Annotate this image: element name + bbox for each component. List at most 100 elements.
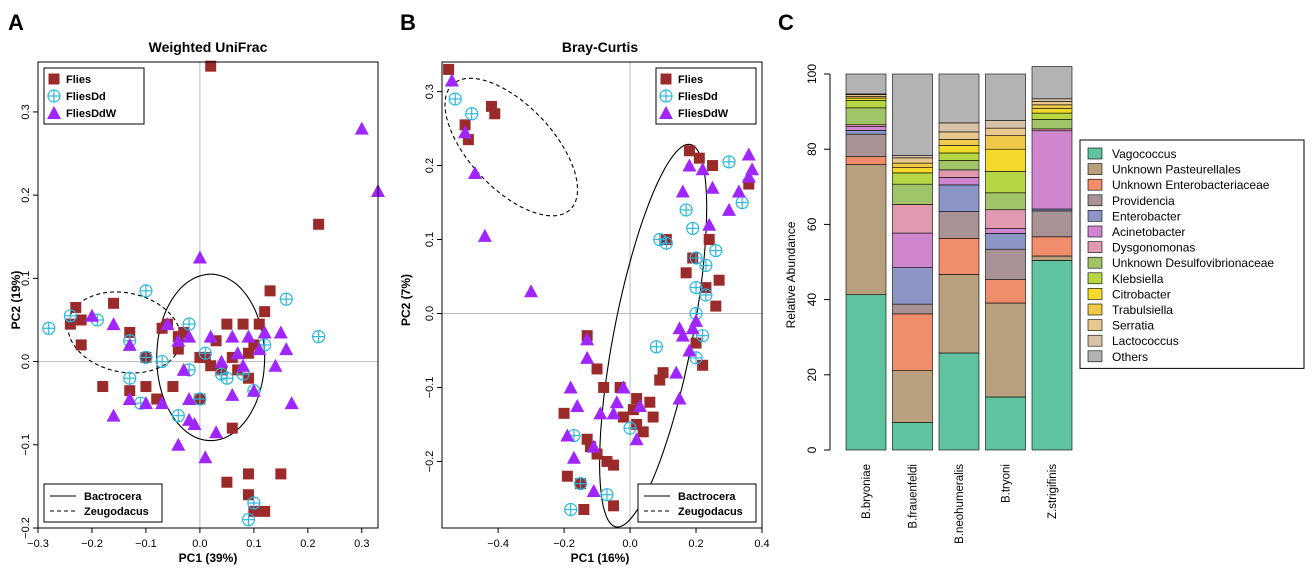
panel-b-plot-area: −0.4 −0.2 0.0 0.2 0.4 −0.2 −0.1 0.0 0.1 0.2 0.3 Fli… [424, 61, 770, 550]
panel-b-point-flies [657, 367, 669, 379]
panel-c-bar-segment-others [938, 73, 980, 124]
panel-c-bar-segment-acinetobacter [1031, 130, 1073, 210]
panel-c-bar-segment-vagococcus [845, 294, 887, 451]
panel-a-point-fliesdd [247, 496, 261, 510]
panel-b-point-fliesddw [606, 406, 621, 420]
panel-a-legend-marker-fliesddw [47, 106, 61, 119]
panel-a-point-flies [124, 326, 136, 338]
panel-c-category-label: Z.strigifinis [1047, 464, 1059, 519]
panel-c-bar-segment-dysgonomonas [985, 209, 1026, 229]
panel-b-point-flies [680, 267, 692, 279]
panel-b-point-flies [561, 470, 573, 482]
panel-a-xtick-label: 0.3 [354, 538, 369, 550]
panel-b-point-flies [489, 108, 501, 120]
panel-b-point-fliesdd [689, 251, 703, 265]
panel-label-c: C [778, 10, 794, 35]
panel-a-point-flies [64, 318, 76, 330]
panel-a-point-flies [253, 318, 265, 330]
panel-a-point-fliesdd [198, 346, 212, 360]
panel-a-point-flies [242, 347, 254, 359]
panel-a-point-flies [259, 306, 271, 318]
panel-a-ellipse-legend-label-bactrocera: Bactrocera [84, 491, 142, 503]
panel-b-xlabel: PC1 (16%) [571, 551, 630, 565]
panel-b-point-fliesddw [570, 398, 585, 412]
panel-c-bar-segment-unknown-pasteurellales [845, 164, 887, 296]
panel-c-bar-segment-vagococcus [938, 352, 980, 451]
panel-b-ytick-label: 0.1 [424, 232, 436, 247]
panel-c-ytick-label: 40 [805, 293, 819, 307]
panel-a-point-flies [242, 468, 254, 480]
panel-c-bar-segment-unknown-enterobacteriaceae [985, 279, 1026, 304]
panel-a-point-flies [70, 301, 82, 313]
panel-c-legend-label-trabulsiella: Trabulsiella [1112, 303, 1173, 317]
panel-b-point-fliesddw [458, 125, 473, 139]
panel-b-point-fliesddw [741, 147, 756, 161]
panel-a-legend-box [43, 67, 145, 125]
panel-a-point-fliesdd [241, 513, 256, 527]
panel-b-point-fliesdd [623, 421, 637, 435]
panel-a-legend-label-fliesddw: FliesDdW [66, 108, 117, 120]
panel-b-point-flies [710, 300, 722, 312]
panel-b-point-fliesdd [699, 258, 713, 273]
panel-a-point-flies [172, 343, 184, 355]
panel-c-legend-swatch-lactococcus [1087, 334, 1103, 347]
panel-c-bar-segment-klebsiella [845, 100, 887, 109]
panel-c-legend-label-serratia: Serratia [1112, 319, 1154, 333]
panel-b-point-fliesddw [616, 380, 631, 394]
panel-c-bar-segment-providencia [938, 211, 980, 239]
panel-c-bar-segment-acinetobacter [845, 126, 887, 131]
panel-b-point-fliesddw [731, 184, 746, 198]
panel-b-frame [441, 61, 763, 529]
panel-label-b: B [400, 10, 416, 35]
panel-b-point-flies [598, 381, 610, 393]
panel-b-ellipse-legend-label-bactrocera: Bactrocera [678, 491, 736, 503]
panel-c-legend-label-unknown-desulfovibrionaceae: Unknown Desulfovibrionaceae [1112, 256, 1274, 270]
panel-a-legend-label-flies: Flies [66, 74, 91, 86]
panel-b-point-fliesddw [444, 73, 459, 87]
panel-c-bar-segment-others [985, 73, 1026, 121]
panel-b-ellipse-legend-label-zeugodacus: Zeugodacus [678, 506, 743, 518]
panel-c-legend-label-vagococcus: Vagococcus [1112, 147, 1176, 161]
panel-c-bar-segment-serratia [892, 157, 933, 164]
panel-c: Relative Abundance 0 20 40 60 80 100 B.bryonia… [784, 64, 1305, 544]
panel-c-bar-segment-trabulsiella [1031, 104, 1073, 109]
panel-a-point-fliesddw [257, 325, 272, 339]
panel-c-legend-swatch-vagococcus [1087, 147, 1103, 160]
panel-c-bar-segment-trabulsiella [938, 139, 980, 146]
panel-b-point-fliesdd [448, 92, 462, 106]
panel-a-point-fliesddw [284, 396, 299, 410]
panel-a-point-fliesddw [209, 425, 224, 439]
panel-b-point-fliesdd [696, 329, 710, 343]
panel-c-ytick-label: 60 [805, 217, 819, 231]
panel-c-bar-segment-others [1031, 66, 1073, 100]
panel-a-point-flies [226, 422, 238, 434]
panel-c-legend-swatch-others [1087, 350, 1103, 363]
panel-c-category-label: B.frauenfeldi [908, 464, 920, 529]
panel-b-ellipse-legend-box [637, 483, 757, 523]
panel-c-bar-segment-lactococcus [985, 120, 1026, 129]
panel-b-point-flies [485, 100, 497, 112]
panel-b-point-fliesdd [709, 244, 723, 258]
panel-c-bar-segment-unknown-desulfovibrionaceae [845, 107, 887, 126]
panel-c-legend-label-enterobacter: Enterobacter [1112, 209, 1181, 223]
panel-a-point-fliesdd [182, 317, 196, 331]
panel-b-legend-box [655, 67, 757, 125]
panel-b-point-fliesddw [741, 169, 756, 183]
panel-a-point-flies [140, 381, 152, 393]
panel-label-a: A [8, 10, 24, 35]
panel-a-point-fliesddw [203, 329, 218, 343]
panel-a-xtick-label: 0.2 [300, 538, 315, 550]
panel-b-ytick-label: 0.0 [424, 306, 436, 321]
panel-a-point-flies [108, 297, 120, 309]
panel-a-point-fliesdd [312, 330, 326, 344]
panel-b-point-fliesdd [465, 107, 479, 121]
panel-c-legend-label-providencia: Providencia [1112, 194, 1175, 208]
panel-b-point-fliesddw [586, 439, 601, 453]
panel-a-plot-area: −0.3 −0.2 −0.1 0.0 0.1 0.2 0.3−0.2−0.10.00.10.… [20, 60, 385, 550]
panel-b-point-fliesdd [722, 155, 736, 169]
panel-b-point-fliesdd [686, 221, 700, 236]
panel-b-point-flies [608, 459, 620, 471]
panel-a-point-fliesddw [354, 121, 369, 135]
panel-c-bar-segment-providencia [985, 248, 1026, 280]
